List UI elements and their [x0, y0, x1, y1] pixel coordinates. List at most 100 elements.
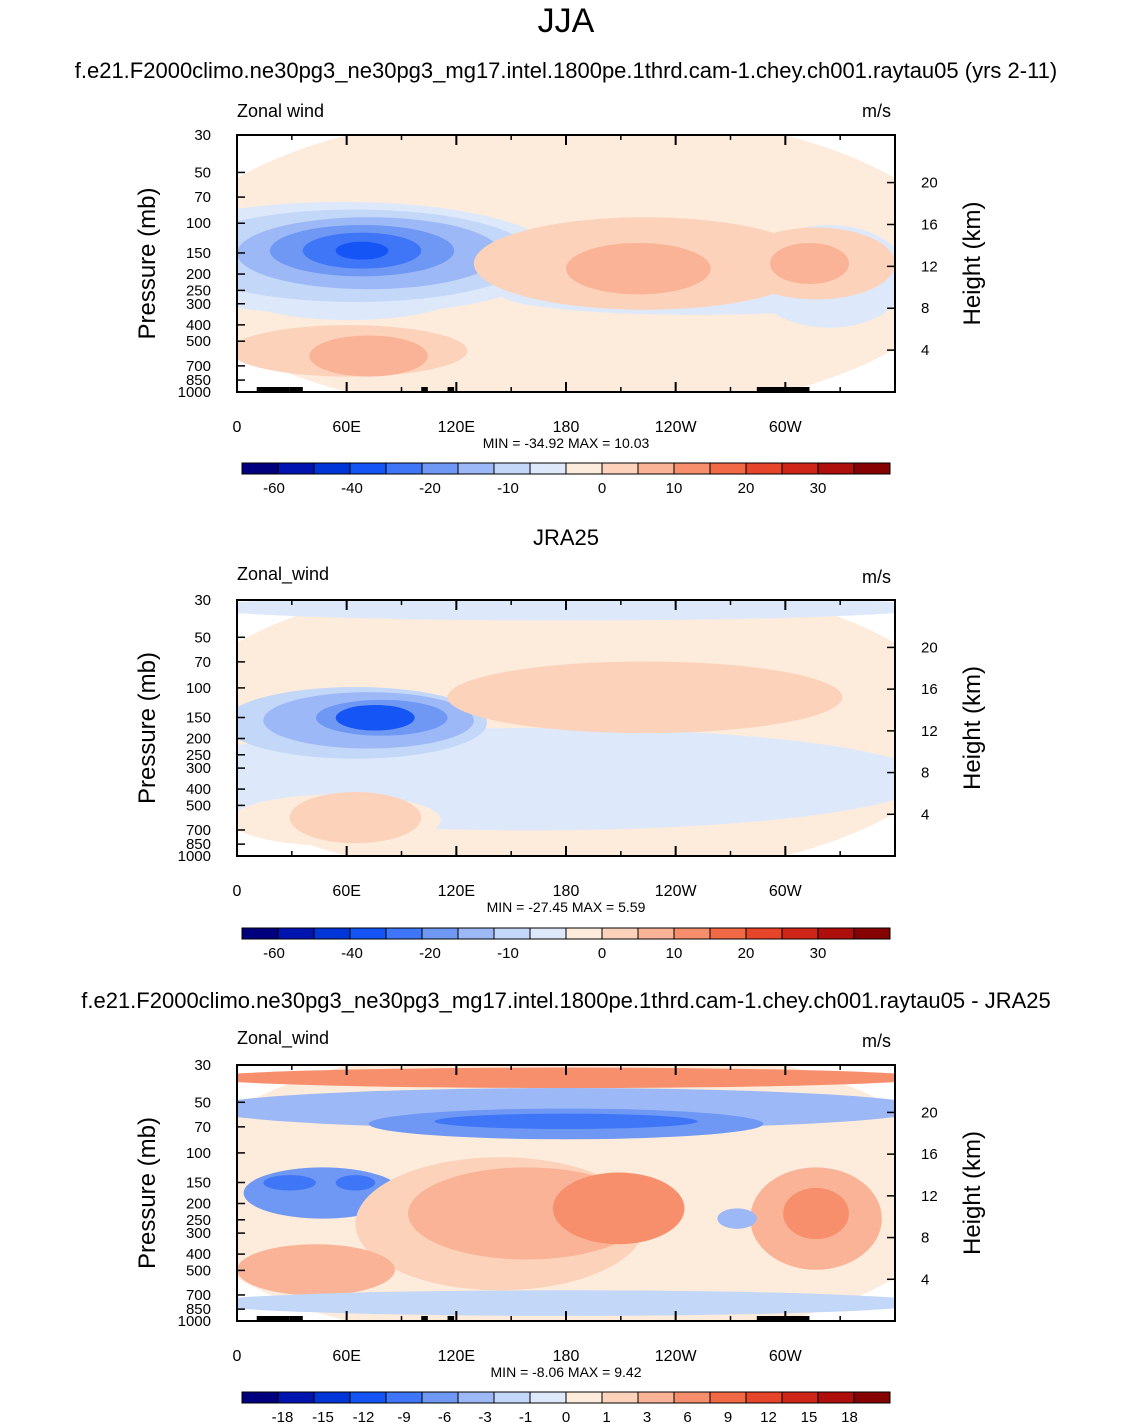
colorbar-swatch [277, 927, 315, 940]
colorbar-swatch [349, 462, 387, 475]
contour-region [237, 1067, 895, 1089]
colorbar-swatch [313, 1391, 351, 1404]
terrain-block [447, 387, 455, 392]
variable-label: Zonal_wind [237, 564, 329, 585]
colorbar-swatch [493, 927, 531, 940]
y-tick-label: 1000 [178, 1313, 211, 1330]
y-tick-label: 300 [186, 760, 211, 777]
y-tick-label: 200 [186, 1196, 211, 1213]
contour-field [237, 1065, 895, 1321]
colorbar-swatch [853, 462, 891, 475]
colorbar-label: 3 [643, 1409, 651, 1426]
colorbar-label: 20 [738, 945, 755, 962]
terrain-block [256, 1316, 290, 1321]
terrain-block [447, 1316, 455, 1321]
colorbar-label: 15 [801, 1409, 818, 1426]
contour-region [237, 1290, 895, 1316]
variable-label: Zonal_wind [237, 1028, 329, 1049]
y2-tick-label: 12 [921, 258, 938, 275]
colorbar-label: -1 [519, 1409, 532, 1426]
min-max-text: MIN = -34.92 MAX = 10.03 [483, 435, 650, 451]
panel-title: f.e21.F2000climo.ne30pg3_ne30pg3_mg17.in… [81, 988, 1050, 1013]
colorbar-swatch [709, 462, 747, 475]
y-tick-label: 850 [186, 372, 211, 389]
contour-region [552, 1172, 685, 1245]
x-tick-label: 180 [553, 1348, 580, 1365]
y-tick-label: 250 [186, 1212, 211, 1229]
colorbar-swatch [565, 1391, 603, 1404]
y-tick-label: 250 [186, 747, 211, 764]
terrain-block [289, 387, 303, 392]
colorbar-swatch [349, 1391, 387, 1404]
colorbar-label: -10 [497, 480, 519, 497]
colorbar-swatch [781, 462, 819, 475]
colorbar-swatch [241, 462, 279, 475]
colorbar-swatch [457, 927, 495, 940]
y-axis-title: Pressure (mb) [134, 187, 161, 339]
y-tick-label: 150 [186, 245, 211, 262]
x-tick-label: 60W [769, 883, 803, 900]
y2-tick-label: 8 [921, 1230, 929, 1247]
units-label: m/s [862, 1031, 891, 1051]
contour-region [289, 792, 422, 844]
colorbar-swatch [457, 1391, 495, 1404]
y-tick-label: 250 [186, 282, 211, 299]
colorbar-label: -18 [272, 1409, 294, 1426]
colorbar-label: -40 [341, 480, 363, 497]
y2-tick-label: 16 [921, 1146, 938, 1163]
y-tick-label: 30 [194, 592, 211, 609]
colorbar-swatch [673, 1391, 711, 1404]
colorbar-label: -6 [438, 1409, 451, 1426]
colorbar-swatch [385, 927, 423, 940]
colorbar: -60 -40 -20 -10 0 10 20 30 [241, 462, 891, 497]
colorbar-label: 0 [562, 1409, 570, 1426]
contour-region [237, 600, 895, 621]
colorbar-label: 30 [810, 945, 827, 962]
y2-tick-label: 20 [921, 175, 938, 192]
y-tick-label: 70 [194, 654, 211, 671]
contour-region [783, 1187, 849, 1240]
colorbar-swatch [385, 1391, 423, 1404]
y2-axis-title: Height (km) [959, 1131, 986, 1255]
contour-region [769, 242, 849, 285]
colorbar-swatch [277, 1391, 315, 1404]
colorbar-label: -3 [478, 1409, 491, 1426]
colorbar-label: -40 [341, 945, 363, 962]
colorbar-swatch [709, 927, 747, 940]
colorbar-swatch [673, 927, 711, 940]
y2-tick-label: 4 [921, 1271, 929, 1288]
y-tick-label: 100 [186, 680, 211, 697]
x-tick-label: 120E [438, 1348, 475, 1365]
colorbar-swatch [493, 462, 531, 475]
colorbar-label: 30 [810, 480, 827, 497]
colorbar-swatch [601, 462, 639, 475]
y-tick-label: 500 [186, 797, 211, 814]
colorbar-label: 10 [666, 945, 683, 962]
colorbar: -18 -15 -12 -9 -6 -3 -1 0 1 3 6 9 12 15 18 [241, 1391, 891, 1426]
y-tick-label: 300 [186, 296, 211, 313]
colorbar-swatch [601, 1391, 639, 1404]
min-max-text: MIN = -8.06 MAX = 9.42 [491, 1364, 642, 1380]
colorbar-swatch [241, 927, 279, 940]
colorbar-swatch [421, 462, 459, 475]
y-tick-label: 300 [186, 1225, 211, 1242]
terrain [256, 387, 810, 392]
y2-tick-label: 20 [921, 639, 938, 656]
y-tick-label: 700 [186, 1287, 211, 1304]
colorbar: -60 -40 -20 -10 0 10 20 30 [241, 927, 891, 962]
contour-field [237, 600, 895, 856]
colorbar-label: -20 [419, 480, 441, 497]
y2-axis-title: Height (km) [959, 666, 986, 790]
panel-title: JRA25 [533, 525, 599, 550]
contour-region [335, 704, 415, 731]
colorbar-swatch [529, 1391, 567, 1404]
contour-field [237, 135, 895, 392]
colorbar-swatch [421, 1391, 459, 1404]
y-tick-label: 50 [194, 1094, 211, 1111]
colorbar-label: 0 [598, 480, 606, 497]
y2-tick-label: 16 [921, 216, 938, 233]
colorbar-swatch [637, 1391, 675, 1404]
panel-1: f.e21.F2000climo.ne30pg3_ne30pg3_mg17.in… [75, 58, 1058, 497]
y-tick-label: 500 [186, 1262, 211, 1279]
